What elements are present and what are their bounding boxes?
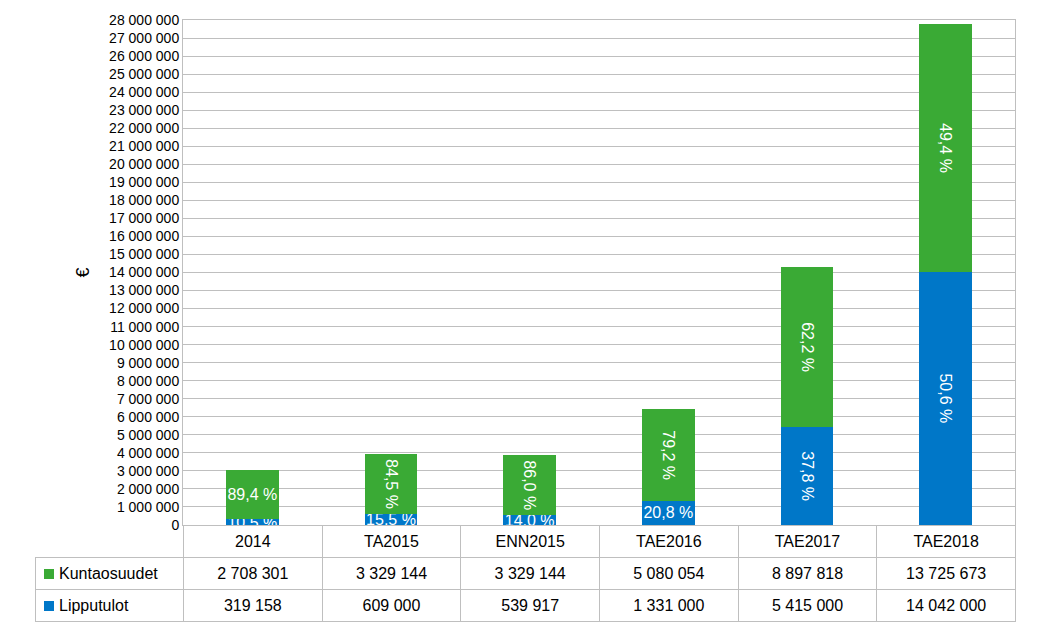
svg-text:89,4 %: 89,4 % xyxy=(227,486,277,503)
html-text:3 329 144: 3 329 144 xyxy=(355,564,428,582)
svg-text:15 000 000: 15 000 000 xyxy=(109,246,179,262)
svg-text:28 000 000: 28 000 000 xyxy=(109,12,179,28)
svg-text:86,0 %: 86,0 % xyxy=(521,460,538,510)
html-text:Kuntaosuudet: Kuntaosuudet xyxy=(59,564,158,582)
svg-text:2 000 000: 2 000 000 xyxy=(117,481,179,497)
svg-text:26 000 000: 26 000 000 xyxy=(109,48,179,64)
svg-text:20,8 %: 20,8 % xyxy=(643,504,693,521)
svg-text:20 000 000: 20 000 000 xyxy=(109,156,179,172)
svg-text:25 000 000: 25 000 000 xyxy=(109,66,179,82)
html-text:TAE2016: TAE2016 xyxy=(636,532,702,550)
svg-text:49,4 %: 49,4 % xyxy=(937,123,954,173)
svg-text:17 000 000: 17 000 000 xyxy=(109,210,179,226)
svg-text:13 000 000: 13 000 000 xyxy=(109,282,179,298)
html-text:2 708 301: 2 708 301 xyxy=(217,564,289,582)
html-text:TAE2017: TAE2017 xyxy=(774,532,841,550)
html-text:1 331 000: 1 331 000 xyxy=(633,596,705,614)
html-text:5 415 000: 5 415 000 xyxy=(771,596,844,614)
html-text:TA2015: TA2015 xyxy=(364,532,419,550)
html-text:319 158: 319 158 xyxy=(223,596,282,614)
svg-text:€: € xyxy=(73,267,93,277)
svg-text:37,8 %: 37,8 % xyxy=(799,451,816,501)
svg-text:3 000 000: 3 000 000 xyxy=(117,463,179,479)
svg-text:11 000 000: 11 000 000 xyxy=(110,319,179,335)
svg-text:21 000 000: 21 000 000 xyxy=(109,138,179,154)
svg-text:0: 0 xyxy=(171,517,179,533)
html-text:TAE2018: TAE2018 xyxy=(913,532,979,550)
svg-text:4 000 000: 4 000 000 xyxy=(117,445,179,461)
svg-text:84,5 %: 84,5 % xyxy=(383,459,400,509)
html-text:3 329 144: 3 329 144 xyxy=(494,564,566,582)
svg-text:5 000 000: 5 000 000 xyxy=(117,427,179,443)
svg-text:18 000 000: 18 000 000 xyxy=(109,192,179,208)
svg-text:14,0 %: 14,0 % xyxy=(505,512,555,529)
html-text:Lipputulot: Lipputulot xyxy=(59,596,129,614)
svg-text:24 000 000: 24 000 000 xyxy=(109,84,179,100)
svg-text:7 000 000: 7 000 000 xyxy=(117,391,179,407)
html-text:ENN2015: ENN2015 xyxy=(495,532,565,550)
html-text:8 897 818: 8 897 818 xyxy=(771,564,844,582)
svg-text:1 000 000: 1 000 000 xyxy=(117,499,179,515)
svg-text:27 000 000: 27 000 000 xyxy=(109,30,179,46)
svg-text:50,6 %: 50,6 % xyxy=(937,373,954,423)
html-text:5 080 054: 5 080 054 xyxy=(633,564,705,582)
svg-text:19 000 000: 19 000 000 xyxy=(109,174,179,190)
html-text:14 042 000: 14 042 000 xyxy=(906,596,987,614)
svg-text:15,5 %: 15,5 % xyxy=(366,511,416,528)
svg-text:62,2 %: 62,2 % xyxy=(799,322,816,372)
html-text:2014: 2014 xyxy=(235,532,271,550)
svg-text:79,2 %: 79,2 % xyxy=(660,430,677,480)
svg-text:9 000 000: 9 000 000 xyxy=(117,355,179,371)
svg-text:6 000 000: 6 000 000 xyxy=(117,409,179,425)
svg-text:10 000 000: 10 000 000 xyxy=(109,337,179,353)
svg-text:12 000 000: 12 000 000 xyxy=(109,300,179,316)
html-text:609 000: 609 000 xyxy=(362,596,421,614)
svg-text:23 000 000: 23 000 000 xyxy=(109,102,179,118)
svg-text:16 000 000: 16 000 000 xyxy=(109,228,179,244)
svg-text:8 000 000: 8 000 000 xyxy=(117,373,179,389)
html-text:539 917: 539 917 xyxy=(501,596,560,614)
svg-text:14 000 000: 14 000 000 xyxy=(109,264,179,280)
svg-text:22 000 000: 22 000 000 xyxy=(109,120,179,136)
html-text:13 725 673: 13 725 673 xyxy=(906,564,987,582)
svg-text:10,5 %: 10,5 % xyxy=(227,514,277,531)
